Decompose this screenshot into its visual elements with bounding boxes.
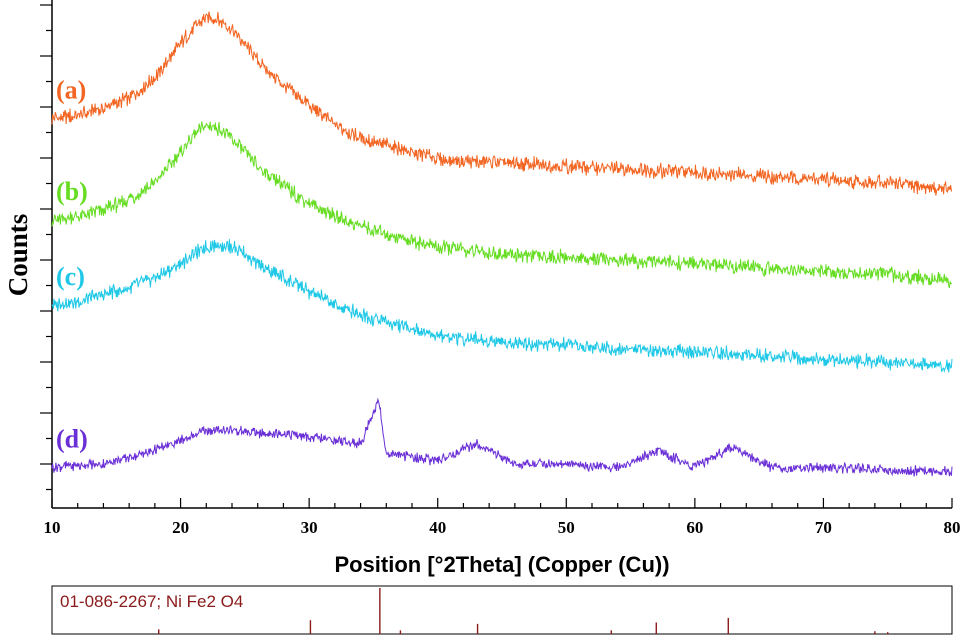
xrd-main-plot: 10 20 30 40 50 60 70 80 (a) (b) (c) (d) Position [… [3, 0, 961, 577]
reference-peaks [158, 588, 889, 634]
xrd-curve-d [51, 397, 953, 477]
x-tick-label: 80 [944, 518, 961, 537]
x-tick-label: 30 [301, 518, 318, 537]
x-axis-title: Position [°2Theta] (Copper (Cu)) [334, 552, 669, 577]
curve-label-c: (c) [56, 262, 85, 291]
xrd-curve-a [51, 11, 953, 196]
x-axis-ticks: 10 20 30 40 50 60 70 80 [44, 498, 961, 537]
y-axis-ticks [40, 4, 52, 491]
curve-label-d: (d) [56, 424, 88, 453]
curve-label-b: (b) [56, 177, 88, 206]
x-tick-label: 20 [172, 518, 189, 537]
xrd-curve-c [51, 239, 953, 373]
y-axis-title: Counts [3, 214, 33, 297]
x-tick-label: 60 [686, 518, 703, 537]
xrd-curve-b [51, 121, 953, 289]
reference-pattern-label: 01-086-2267; Ni Fe2 O4 [60, 592, 243, 611]
x-tick-label: 40 [429, 518, 446, 537]
curve-labels: (a) (b) (c) (d) [56, 76, 88, 454]
x-tick-label: 50 [558, 518, 575, 537]
x-tick-label: 70 [815, 518, 832, 537]
reference-panel-frame [51, 585, 953, 635]
diffraction-curves [51, 11, 953, 477]
reference-pattern-panel: 01-086-2267; Ni Fe2 O4 [51, 585, 953, 635]
x-tick-label: 10 [44, 518, 61, 537]
curve-label-a: (a) [56, 76, 86, 105]
